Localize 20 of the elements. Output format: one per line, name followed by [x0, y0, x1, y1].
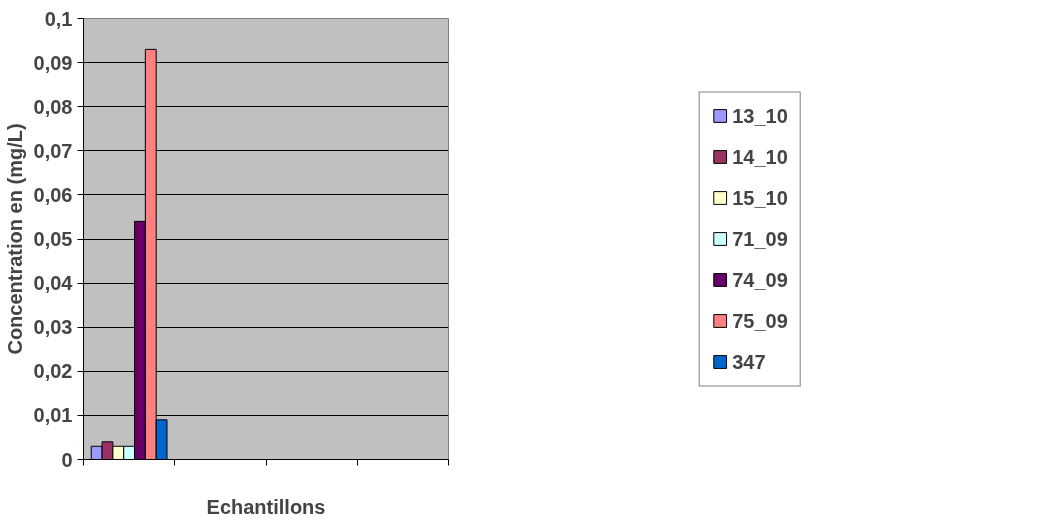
y-tick-label: 0: [61, 448, 73, 471]
x-axis-title: Echantillons: [206, 495, 326, 518]
y-axis-title: Concentration en (mg/L): [3, 123, 26, 355]
y-tick-label: 0,09: [33, 51, 73, 74]
legend-label: 71_09: [732, 227, 788, 250]
y-tick-label: 0,03: [33, 316, 73, 339]
y-tick-label: 0,06: [33, 183, 73, 206]
legend-label: 75_09: [732, 309, 788, 332]
legend-label: 13_10: [732, 104, 788, 127]
y-tick-label: 0,08: [33, 95, 73, 118]
y-tick-label: 0,04: [33, 272, 74, 295]
legend-label: 347: [732, 350, 766, 373]
y-tick-label: 0,1: [44, 7, 73, 30]
legend-label: 15_10: [732, 186, 788, 209]
legend-label: 14_10: [732, 145, 788, 168]
y-tick-label: 0,02: [33, 360, 73, 383]
y-tick-label: 0,05: [33, 228, 73, 250]
legend-label: 74_09: [732, 268, 788, 291]
y-tick-label: 0,01: [33, 404, 73, 427]
y-tick-label: 0,07: [33, 139, 73, 162]
